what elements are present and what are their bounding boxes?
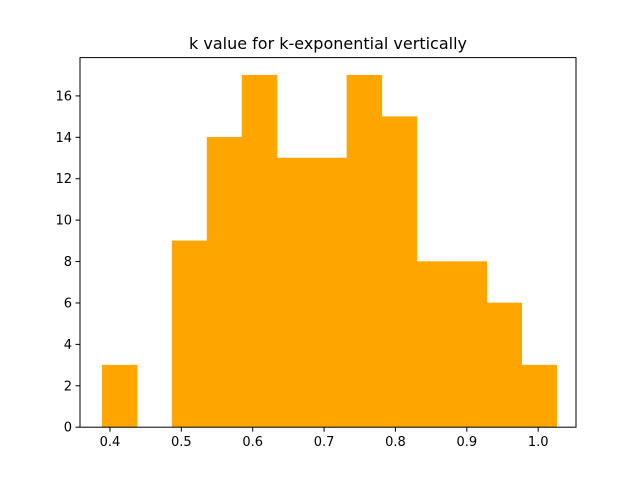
y-tick-label: 14 bbox=[55, 131, 72, 146]
histogram-bar bbox=[451, 261, 488, 428]
chart-title: k value for k-exponential vertically bbox=[189, 34, 467, 53]
y-tick-label: 4 bbox=[64, 338, 72, 353]
histogram-bar bbox=[171, 240, 208, 428]
histogram-bar bbox=[311, 157, 348, 428]
y-tick-label: 0 bbox=[64, 421, 72, 436]
y-tick-label: 8 bbox=[64, 255, 72, 270]
x-tick-label: 0.6 bbox=[242, 435, 263, 450]
histogram-bar bbox=[276, 157, 313, 428]
y-tick-label: 2 bbox=[64, 379, 72, 394]
x-tick-label: 1.0 bbox=[528, 435, 549, 450]
x-tick-label: 0.5 bbox=[171, 435, 192, 450]
x-tick-label: 0.8 bbox=[385, 435, 406, 450]
y-tick-label: 6 bbox=[64, 296, 72, 311]
histogram-bar bbox=[241, 74, 278, 428]
y-tick-label: 12 bbox=[55, 172, 72, 187]
x-tick-label: 0.7 bbox=[314, 435, 335, 450]
histogram-bar bbox=[346, 74, 383, 428]
histogram-bar bbox=[486, 302, 523, 428]
y-axis-ticks: 0 2 4 6 8 10 12 14 16 bbox=[55, 89, 80, 436]
x-tick-label: 0.9 bbox=[456, 435, 477, 450]
histogram-bars bbox=[101, 74, 557, 428]
x-axis-ticks: 0.4 0.5 0.6 0.7 0.8 0.9 1.0 bbox=[100, 427, 549, 450]
histogram-bar bbox=[101, 364, 138, 428]
y-tick-label: 16 bbox=[55, 89, 72, 104]
x-tick-label: 0.4 bbox=[100, 435, 121, 450]
histogram-bar bbox=[206, 137, 243, 428]
histogram-bar bbox=[521, 364, 557, 428]
histogram-bar bbox=[381, 116, 418, 428]
y-tick-label: 10 bbox=[55, 214, 72, 229]
plot-area-frame bbox=[79, 57, 577, 428]
histogram-bar bbox=[416, 261, 453, 428]
